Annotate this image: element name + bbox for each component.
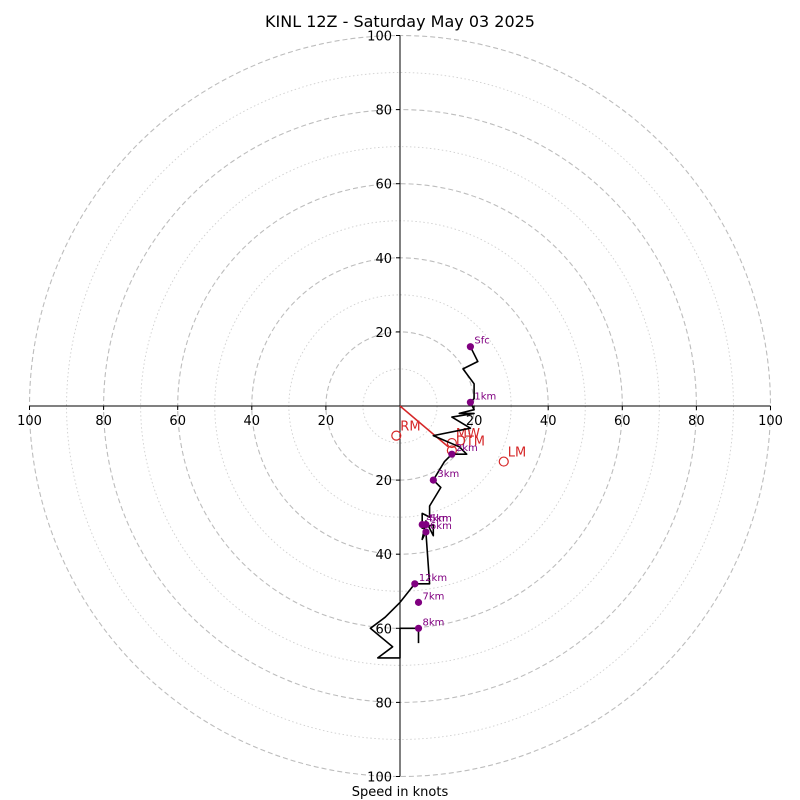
height-marker-label: 12km [419,573,447,584]
height-marker-label: 2km [456,443,478,454]
x-tick-label: 40 [244,414,261,429]
y-tick-label: 60 [375,178,392,193]
y-tick-label: 20 [375,326,392,341]
storm-motion-label: RM [400,420,420,435]
x-tick-label: 80 [95,414,112,429]
chart-title: KINL 12Z - Saturday May 03 2025 [265,12,535,31]
height-marker-point [422,520,430,529]
height-marker-point [448,450,456,458]
tick-labels: 100 80 60 40 20 20 40 60 80 100 20 40 60 80 100 20 40 60 8… [17,30,783,786]
x-tick-label: 80 [688,414,705,429]
x-tick-label: 60 [169,414,186,429]
storm-motion-vector [399,405,449,448]
x-tick-label: 40 [540,414,557,429]
height-marker-label: 7km [423,591,445,602]
height-marker-point [429,476,437,484]
x-tick-label: 20 [466,414,483,429]
wind-profile-layer [369,346,479,659]
height-marker-point [414,598,423,606]
height-marker-label: 1km [474,391,496,402]
storm-motion-marker [446,437,457,449]
storm-motion-marker [391,430,402,441]
storm-motion-marker [498,456,509,467]
height-marker-point [466,343,474,351]
x-tick-label: 100 [17,414,42,429]
height-marker-label: Sfc [474,336,489,347]
x-tick-label: 100 [758,414,783,429]
y-tick-label: 100 [367,30,392,45]
height-marker-label: 5km [430,514,452,525]
storm-motion-label: MW [456,427,480,442]
x-tick-label: 60 [614,414,631,429]
y-tick-label: 80 [375,696,392,711]
storm-motion-label: DTM [456,434,485,449]
height-marker-label: 8km [423,617,445,628]
x-axis-label: Speed in knots [352,785,449,800]
height-marker-point [414,624,423,632]
height-marker-point [422,528,430,536]
height-marker-label: 4km [426,514,448,525]
x-tick-label: 20 [318,414,335,429]
y-tick-label: 20 [375,474,392,489]
y-tick-label: 100 [367,771,392,786]
wind-profile-line [369,346,479,659]
height-marker-point [411,580,419,588]
height-marker-point [466,398,474,406]
y-tick-label: 40 [375,548,392,563]
y-tick-label: 60 [375,622,392,637]
height-marker-label: 6km [430,521,452,532]
storm-motion-label: LM [508,446,526,461]
y-tick-label: 80 [375,104,392,119]
y-tick-label: 40 [375,252,392,267]
height-marker-label: 3km [437,469,459,480]
